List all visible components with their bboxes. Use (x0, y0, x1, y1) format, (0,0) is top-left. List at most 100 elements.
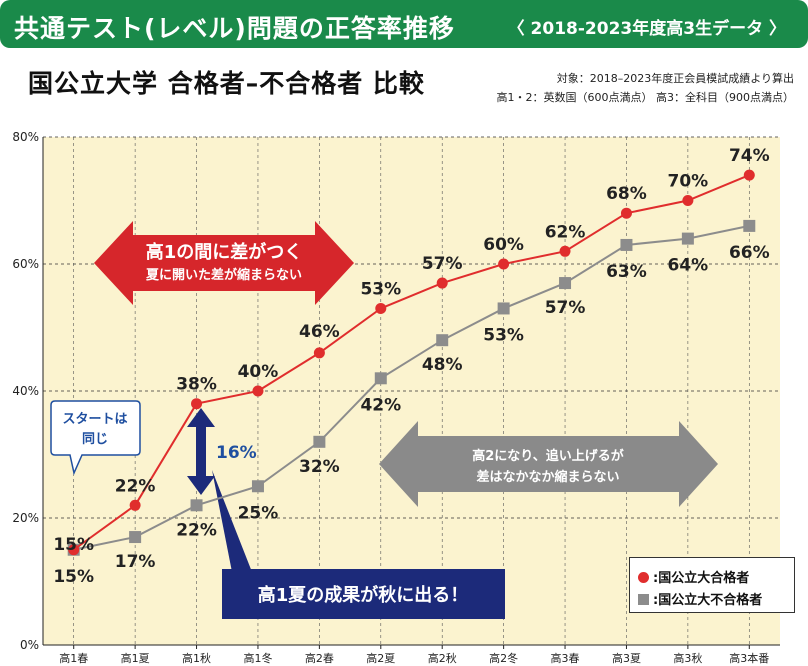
data-label-passed: 68% (606, 184, 647, 204)
point-passed (375, 302, 387, 314)
data-label-failed: 63% (606, 262, 647, 282)
data-label-failed: 22% (176, 520, 217, 540)
note-scoring: 高1・2：英数国（600点満点） 高3：全科目（900点満点） (496, 91, 794, 104)
point-passed (436, 277, 448, 289)
data-label-passed: 60% (483, 235, 524, 255)
point-failed (190, 499, 203, 512)
x-tick-label: 高3秋 (673, 651, 702, 665)
banner-title: 共通テスト(レベル)問題の正答率推移 (14, 14, 455, 43)
y-tick-label: 20% (12, 511, 39, 525)
point-passed (252, 385, 264, 397)
point-passed (559, 245, 571, 257)
legend-label-failed: 国公立大不合格者 (658, 593, 763, 608)
axes: 0% 20% 40% 60% 80% 高1春 高1夏 高1秋 高1冬 高2春 高2夏 高2秋 高2冬 高3… (12, 130, 780, 665)
y-tick-label: 60% (12, 257, 39, 271)
data-label-passed: 22% (115, 476, 156, 496)
point-failed (681, 232, 694, 245)
data-label-passed: 74% (729, 146, 770, 166)
gray-double-arrow: 高2になり、追い上げるが 差はなかなか縮まらない (379, 421, 718, 507)
point-passed (743, 169, 755, 181)
y-tick-label: 80% (12, 130, 39, 144)
data-label-passed: 57% (422, 254, 463, 274)
legend-marker-failed (638, 594, 649, 605)
data-label-passed: 62% (545, 222, 586, 242)
data-label-failed: 17% (115, 552, 156, 572)
gray-arrow-shape (379, 421, 718, 507)
x-tick-label: 高2秋 (428, 651, 457, 665)
point-failed (559, 277, 572, 290)
legend-item-failed: :国公立大不合格者 (638, 589, 762, 608)
series-line-failed (73, 224, 750, 551)
point-failed (374, 372, 387, 385)
point-failed (313, 435, 326, 448)
navy-box-text: 高1夏の成果が秋に出る！ (258, 584, 469, 606)
data-label-start: 15% (53, 567, 94, 587)
point-passed (313, 347, 325, 359)
gap-label: 16% (216, 443, 257, 463)
x-tick-label: 高3春 (551, 651, 580, 665)
data-label-passed: 53% (360, 279, 401, 299)
data-label-passed: 38% (176, 375, 217, 395)
point-passed (498, 258, 510, 270)
x-tick-label: 高1冬 (243, 651, 272, 665)
point-passed (682, 195, 694, 206)
series-line-passed (73, 174, 750, 551)
banner-subtitle: 〈 2018-2023年度高3生データ 〉 (507, 19, 786, 39)
x-tick-label: 高1秋 (182, 651, 211, 665)
x-tick-label: 高1春 (59, 651, 88, 665)
data-label-failed: 64% (668, 256, 709, 276)
start-callout-text-1: スタートは (62, 412, 127, 427)
legend: :国公立大合格者 :国公立大不合格者 (629, 557, 795, 613)
chart-title: 国公立大学 合格者–不合格者 比較 (28, 69, 425, 98)
data-label-passed: 40% (238, 362, 279, 382)
point-failed (743, 219, 756, 232)
data-label-failed: 25% (238, 503, 279, 523)
point-passed (191, 398, 203, 410)
data-label-passed: 46% (299, 322, 340, 342)
legend-marker-passed (638, 572, 649, 583)
start-callout-bubble (50, 400, 141, 476)
point-failed (436, 334, 449, 347)
legend-label-passed: 国公立大合格者 (658, 571, 750, 586)
data-label-failed: 48% (422, 355, 463, 375)
data-label-passed: 70% (668, 172, 709, 192)
grid-lines (43, 136, 780, 645)
gap-arrow: 16% (187, 408, 257, 572)
point-passed (620, 207, 632, 219)
x-tick-label: 高3本番 (729, 651, 769, 665)
gray-arrow-text-2: 差はなかなか縮まらない (476, 469, 619, 485)
x-tick-label: 高2春 (305, 651, 334, 665)
navy-box (222, 569, 505, 619)
gap-arrow-shape (187, 408, 215, 495)
x-tick-label: 高3夏 (612, 651, 641, 665)
y-tick-label: 0% (20, 638, 39, 652)
red-arrow-shape (94, 221, 354, 305)
red-arrow-main-text: 高1の間に差がつく (146, 241, 303, 263)
navy-callout: 高1夏の成果が秋に出る！ (222, 569, 505, 619)
start-callout-text-2: 同じ (82, 432, 108, 447)
header-banner: 共通テスト(レベル)問題の正答率推移 〈 2018-2023年度高3生データ 〉 (0, 0, 808, 48)
data-label-failed: 42% (360, 395, 401, 415)
point-failed (251, 480, 264, 493)
x-tick-label: 高1夏 (121, 651, 150, 665)
red-arrow-sub-text: 夏に開いた差が縮まらない (145, 267, 302, 283)
data-label-failed: 32% (299, 457, 340, 477)
data-label-failed: 53% (483, 325, 524, 345)
point-failed (620, 238, 633, 251)
point-passed (129, 499, 141, 511)
x-tick-label: 高2夏 (366, 651, 395, 665)
data-label-failed: 57% (545, 298, 586, 318)
point-failed (129, 531, 142, 544)
start-callout: スタートは 同じ (50, 400, 141, 476)
point-failed (497, 302, 510, 315)
legend-item-passed: :国公立大合格者 (638, 567, 749, 586)
data-label-passed: 15% (53, 535, 94, 555)
data-labels: 15% 22% 38% 40% 46% 53% 57% 60% 62% 68% 70% 74% 17% 2… (53, 146, 769, 587)
data-label-failed: 66% (729, 243, 770, 263)
gray-arrow-text-1: 高2になり、追い上げるが (472, 448, 624, 464)
point-passed (68, 544, 80, 556)
y-tick-label: 40% (12, 384, 39, 398)
x-tick-label: 高2冬 (489, 651, 518, 665)
